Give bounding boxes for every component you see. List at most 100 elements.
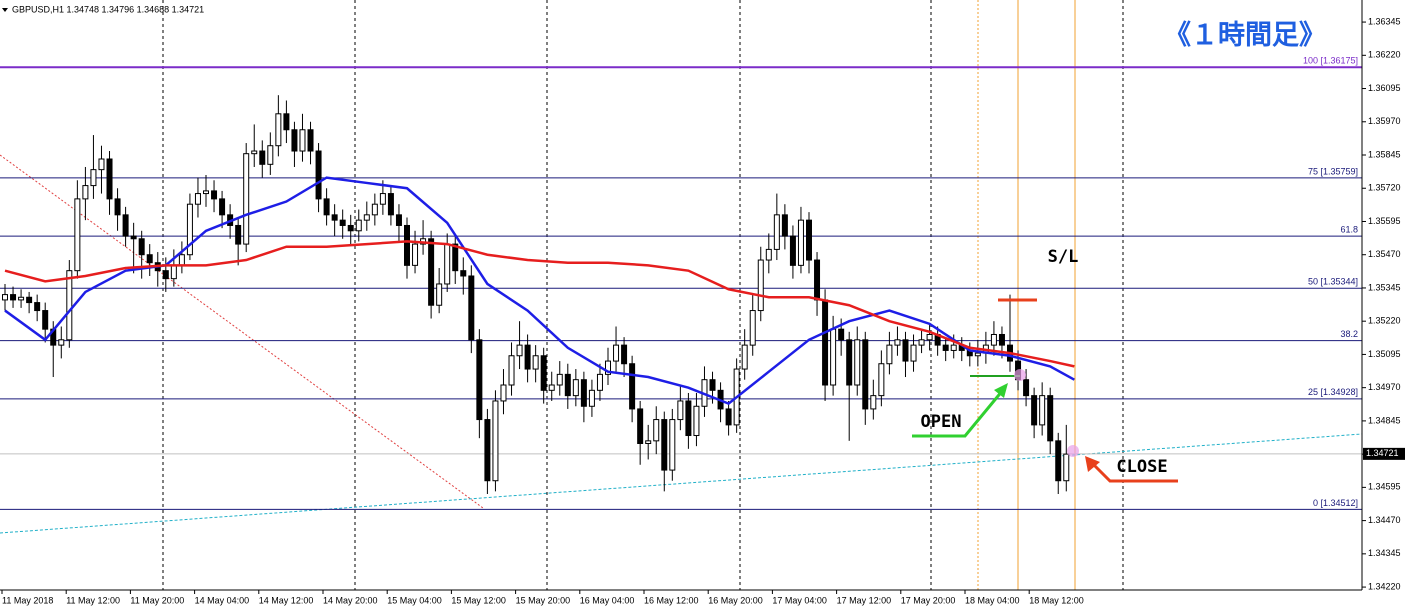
sl-label: S/L [1048,247,1079,267]
candle-body [500,384,507,402]
x-tick-label: 17 May 04:00 [772,595,827,605]
candle-body [106,158,113,200]
candle-body [10,294,17,301]
candle-body [854,339,861,386]
candle-body [395,214,402,226]
candle-body [412,243,419,266]
candle-body [645,440,652,444]
fib-label: 38.2 [1340,329,1358,339]
candle-body [902,339,909,362]
y-tick-label: 1.35220 [1368,316,1401,326]
candle-body [355,219,362,232]
current-price-label: 1.34721 [1366,448,1399,458]
candle-body [862,339,869,410]
candle-body [66,270,73,341]
candle-body [1039,395,1046,426]
candle-body [98,158,105,171]
candle-body [291,129,298,152]
candle-body [1063,453,1070,482]
candle-body [990,333,997,346]
candle-body [998,333,1005,346]
trend-line [0,433,1363,534]
candle-body [605,360,611,375]
candle-body [283,113,290,131]
candle-body [1031,395,1038,426]
candle-body [460,270,467,277]
candle-body [524,344,531,370]
candle-body [773,214,780,250]
candle-body [203,190,209,195]
candle-body [556,373,563,386]
x-tick-label: 14 May 12:00 [259,595,314,605]
candle-body [846,339,853,386]
fib-label: 50 [1.35344] [1308,277,1358,287]
candle-body [476,339,483,421]
candle-body [789,235,796,266]
candle-body [339,219,346,226]
open-arrow [912,389,1005,438]
candle-body [532,355,539,370]
x-tick-label: 15 May 04:00 [387,595,442,605]
candle-body [259,150,266,165]
x-tick-label: 15 May 12:00 [451,595,506,605]
y-tick-label: 1.36345 [1368,16,1401,26]
candle-body [613,344,620,362]
x-tick-label: 18 May 04:00 [965,595,1020,605]
y-tick-label: 1.34470 [1368,515,1401,525]
candle-body [588,389,595,407]
candle-body [138,238,145,256]
candle-body [910,344,917,362]
x-tick-label: 11 May 2018 [2,595,53,605]
y-tick-label: 1.35720 [1368,183,1401,193]
candle-body [235,224,242,245]
fib-label: 0 [1.34512] [1313,498,1358,508]
open-label: OPEN [921,412,962,432]
y-tick-label: 1.35470 [1368,249,1401,259]
candle-body [637,408,644,444]
heading: 《１時間足》 [1164,20,1326,50]
candle-body [436,283,443,306]
candle-body [830,328,837,386]
y-tick-label: 1.36220 [1368,50,1401,60]
candle-body [331,214,338,221]
candle-body [797,219,804,266]
x-tick-label: 14 May 20:00 [323,595,378,605]
fib-label: 25 [1.34928] [1308,387,1358,397]
y-tick-label: 1.35595 [1368,216,1401,226]
candle-body [1055,440,1062,482]
candle-body [1023,379,1030,397]
candle-body [838,328,845,341]
candle-body [267,145,274,165]
candle-body [669,419,676,471]
candle-body [146,254,153,264]
candle-body [452,243,459,272]
x-tick-label: 17 May 12:00 [837,595,892,605]
candle-body [484,419,491,482]
candle-body [596,373,603,391]
candle-body [580,379,587,407]
candle-body [757,259,764,312]
y-tick-label: 1.35095 [1368,349,1401,359]
candle-body [492,400,499,482]
arrowhead [994,383,1008,398]
y-tick-label: 1.35970 [1368,116,1401,126]
current-price-box [1363,447,1405,460]
fib-label: 61.8 [1340,224,1358,234]
candle-body [90,169,97,187]
candle-body [629,363,636,410]
x-tick-label: 11 May 12:00 [66,595,120,605]
candle-body [653,419,660,442]
candle-body [725,408,732,426]
candle-body [926,333,933,341]
close-arrow [1090,461,1178,483]
candle-body [114,198,121,216]
candle-body [371,203,378,216]
candle-body [781,214,788,237]
candle-body [178,254,185,266]
candle-body [709,379,716,391]
candle-body [468,275,475,341]
moving-average [4,240,1075,368]
plot: 100 [1.36175] 75 [1.35759] 61.8 50 [1.35344… [0,56,1362,510]
x-tick-label: 14 May 04:00 [195,595,250,605]
candle-body [299,129,306,152]
